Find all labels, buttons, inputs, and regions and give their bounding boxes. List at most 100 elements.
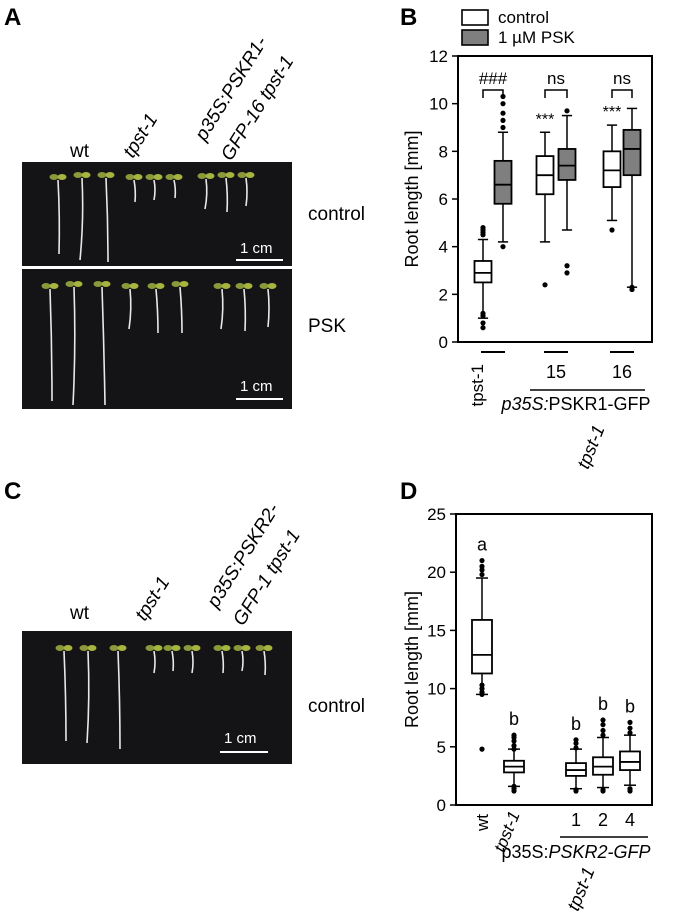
outlier-point [573, 737, 579, 743]
seedling-root [267, 288, 270, 328]
seedling-cotyledon [105, 172, 115, 178]
box [471, 619, 493, 675]
seedling-cotyledon [259, 283, 269, 289]
seedling-root [155, 288, 159, 334]
condition-label-psk: PSK [308, 316, 347, 337]
condition-label-control: control [308, 696, 366, 717]
seedling-root [79, 177, 84, 261]
seedling-root [153, 179, 156, 201]
box-plot [565, 737, 587, 794]
outlier-point [627, 786, 633, 792]
outlier-point [500, 244, 506, 250]
seedling-cotyledon [245, 172, 255, 178]
seedling-cotyledon [217, 172, 227, 178]
seedling-root [57, 179, 61, 255]
seedling-cotyledon [41, 283, 51, 289]
y-tick-label: 10 [427, 680, 446, 699]
genotype-sub-label: tpst-1 [573, 422, 608, 471]
seedling-cotyledon [145, 645, 155, 651]
box-plot [535, 131, 555, 288]
seedling-cotyledon [57, 174, 67, 180]
significance-label: ns [613, 69, 631, 88]
seedling-root [245, 177, 248, 207]
y-tick-label: 2 [439, 285, 448, 304]
seedling-root [133, 179, 137, 203]
outlier-point [600, 727, 606, 734]
seedling-cotyledon [171, 645, 181, 651]
seedling-cotyledon [197, 173, 207, 179]
significance-bracket [482, 89, 504, 98]
seedling-cotyledon [235, 283, 245, 289]
seedling-photo-psk [22, 269, 292, 409]
box-plot [557, 108, 577, 276]
seedling-cotyledon [163, 645, 173, 651]
seedling-cotyledon [79, 645, 89, 651]
seedling-cotyledon [255, 645, 265, 651]
plot-frame [455, 513, 653, 806]
seedling-cotyledon [171, 281, 181, 287]
seedling-cotyledon [221, 283, 231, 289]
outlier-point [480, 310, 486, 316]
seedling-cotyledon [63, 645, 73, 651]
box-plot [619, 719, 641, 794]
seedling-root [72, 286, 76, 406]
seedling-cotyledon [191, 645, 201, 651]
seedling-cotyledon [155, 283, 165, 289]
outlier-point [479, 746, 485, 752]
significance-bracket [544, 89, 568, 98]
seedling-root [220, 288, 224, 330]
box [619, 750, 641, 771]
box [493, 159, 513, 205]
y-tick-label: 8 [439, 142, 448, 161]
outlier-point [500, 124, 506, 131]
seedling-photo-control [22, 631, 292, 764]
box-plot [471, 557, 493, 752]
significance-label: ### [479, 69, 508, 88]
outlier-point [627, 730, 633, 736]
outlier-point [600, 732, 606, 738]
seedling-cotyledon [133, 174, 143, 180]
outlier-point [542, 282, 548, 288]
significance-letter: a [477, 535, 488, 555]
seedling-cotyledon [55, 645, 65, 651]
seedling-root [63, 650, 67, 742]
y-tick-label: 25 [427, 505, 446, 524]
group-label: tpst-1 [468, 364, 487, 407]
seedling-cotyledon [49, 283, 59, 289]
seedling-cotyledon [121, 283, 131, 289]
significance-letter: b [571, 714, 581, 734]
y-tick-label: 10 [429, 95, 448, 114]
seedling-cotyledon [109, 645, 119, 651]
y-tick-label: 12 [429, 47, 448, 66]
outlier-point [479, 563, 485, 569]
y-axis-label: Root length [mm] [402, 591, 422, 728]
seedling-root [105, 177, 109, 263]
seedling-cotyledon [125, 174, 135, 180]
outlier-point [480, 320, 486, 326]
seedling-cotyledon [173, 174, 183, 180]
seedling-cotyledon [267, 283, 277, 289]
panel-b-letter: B [400, 4, 418, 31]
category-label: 4 [625, 810, 635, 830]
legend-label: control [498, 8, 549, 27]
seedling-root [241, 650, 244, 672]
scale-bar-label: 1 cm [240, 378, 273, 395]
significance-bracket [611, 89, 633, 98]
scale-bar-label: 1 cm [224, 730, 257, 747]
genotype-sub-label: tpst-1 [563, 864, 598, 913]
box-plot [592, 717, 614, 794]
seedling-root [263, 650, 267, 676]
seedlings-control [49, 172, 255, 263]
outlier-point [627, 725, 633, 731]
box [602, 150, 622, 188]
scale-bar [236, 398, 283, 400]
significance-letter: b [509, 709, 519, 729]
outlier-point [511, 732, 517, 738]
panel-c-letter: C [4, 478, 22, 505]
significance-label: ns [547, 69, 565, 88]
seedling-cotyledon [117, 645, 127, 651]
seedling-cotyledon [97, 172, 107, 178]
y-axis-label: Root length [mm] [402, 130, 422, 267]
group-label: 15 [546, 362, 566, 382]
